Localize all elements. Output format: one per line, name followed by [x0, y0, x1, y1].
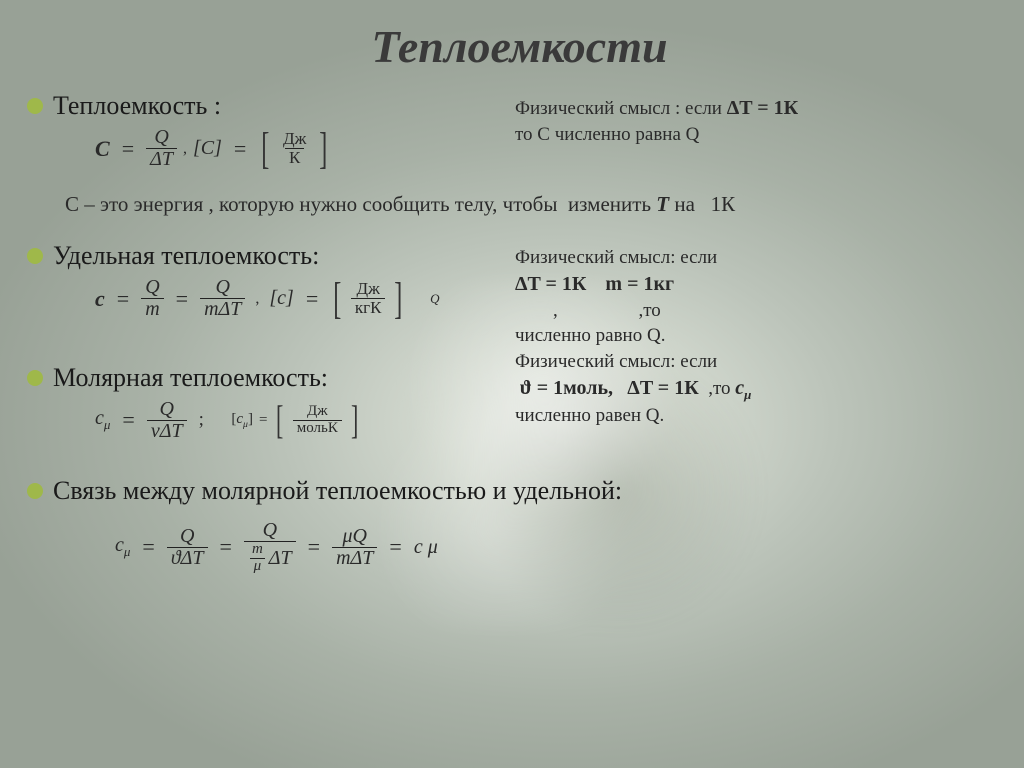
- section-specific-heat: Удельная теплоемкость: c = Qm = QmΔT , […: [55, 241, 984, 349]
- heading-specific-heat: Удельная теплоемкость:: [53, 241, 319, 271]
- slide-title: Теплоемкости: [55, 20, 984, 73]
- definition-heat-capacity: С – это энергия , которую нужно сообщить…: [65, 192, 984, 217]
- meaning-molar-heat: Физический смысл: если ϑ = 1моль, ΔT = 1…: [515, 345, 984, 429]
- formula-specific-heat: c = Qm = QmΔT , [c] = [ Дж кгК ] Q: [95, 277, 515, 320]
- section-molar-heat: Молярная теплоемкость: cμ = QνΔT ; [cμ] …: [55, 363, 984, 454]
- formula-heat-capacity: C = Q ΔT , [C] = [ Дж К ]: [95, 127, 515, 170]
- bullet-icon: [27, 248, 43, 264]
- meaning-specific-heat: Физический смысл: если ΔT = 1К m = 1кг ,…: [515, 241, 984, 349]
- section-heat-capacity: Теплоемкость : C = Q ΔT , [C] = [ Дж К: [55, 91, 984, 217]
- heading-molar-heat: Молярная теплоемкость:: [53, 363, 328, 393]
- bullet-icon: [27, 370, 43, 386]
- heading-relation: Связь между молярной теплоемкостью и уде…: [53, 476, 622, 506]
- bullet-icon: [27, 483, 43, 499]
- formula-molar-heat: cμ = QνΔT ; [cμ] = [ Дж мольК ]: [95, 399, 515, 442]
- bullet-icon: [27, 98, 43, 114]
- formula-relation: cμ = Q ϑΔT = Q m μ ΔT = μQ mΔT: [115, 520, 984, 575]
- heading-heat-capacity: Теплоемкость :: [53, 91, 221, 121]
- section-relation: Связь между молярной теплоемкостью и уде…: [55, 476, 984, 575]
- meaning-heat-capacity: Физический смысл : если ΔT = 1К то C чис…: [515, 91, 984, 148]
